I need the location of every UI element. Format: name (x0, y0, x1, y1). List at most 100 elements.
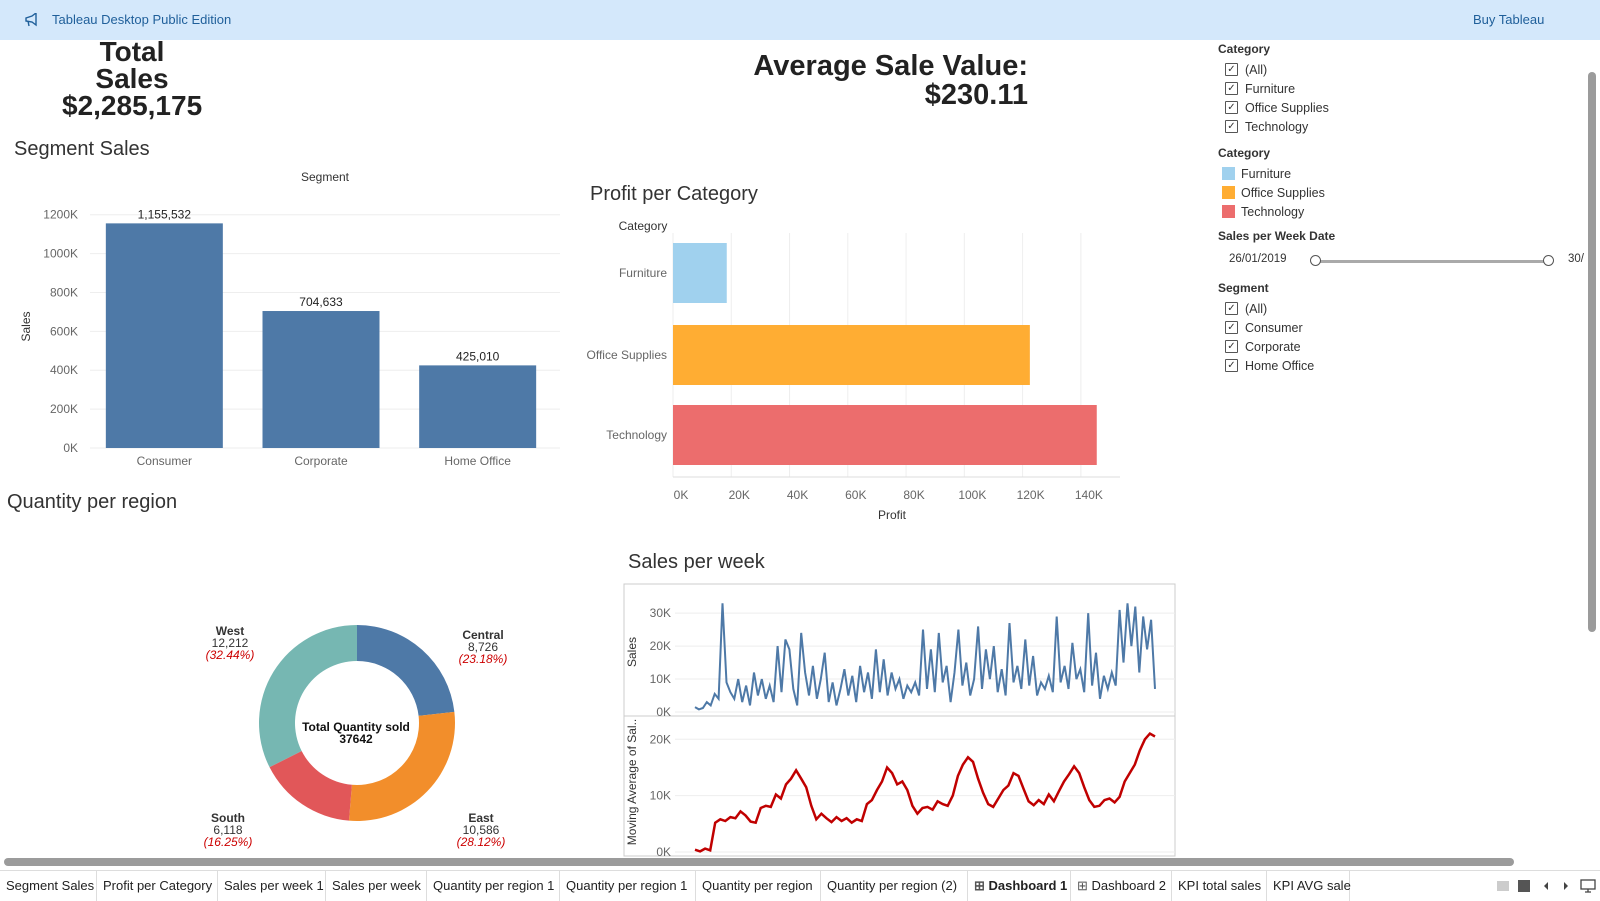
checkbox-icon[interactable]: ✓ (1225, 120, 1238, 133)
x-tick-label: 0K (674, 488, 689, 502)
bar[interactable] (673, 243, 727, 303)
sheet-tab-label: Dashboard 2 (1091, 878, 1166, 893)
sheet-tab[interactable]: Profit per Category (97, 871, 218, 901)
checkbox-icon[interactable]: ✓ (1225, 340, 1238, 353)
donut-slice[interactable] (357, 625, 455, 716)
donut-label-value: 6,118 (213, 823, 243, 837)
legend-swatch (1222, 186, 1235, 199)
segment-checkbox-item[interactable]: ✓ Consumer (1225, 318, 1578, 337)
sheet-tab[interactable]: KPI AVG sale (1267, 871, 1351, 901)
donut-center-title: Total Quantity sold (302, 720, 410, 734)
bar[interactable] (262, 311, 380, 448)
sheet-tab[interactable]: KPI total sales (1172, 871, 1267, 901)
tabs-view-icon[interactable] (1518, 880, 1530, 892)
checkbox-icon[interactable]: ✓ (1225, 302, 1238, 315)
slider-handle-end[interactable] (1543, 255, 1554, 266)
x-tick-label: 140K (1075, 488, 1103, 502)
sheet-tab[interactable]: Quantity per region (696, 871, 821, 901)
series-line[interactable] (694, 603, 1156, 711)
kpi-total-sales-value: $2,285,175 (62, 90, 203, 121)
vertical-scrollbar[interactable] (1588, 72, 1596, 632)
sheet-tab[interactable]: Quantity per region 1 (560, 871, 696, 901)
sheet-tab[interactable]: Quantity per region 1 (427, 871, 560, 901)
dashboard-icon: ⊞ (1077, 878, 1092, 893)
horizontal-scrollbar[interactable] (4, 858, 1514, 866)
sheet-tab[interactable]: Quantity per region (2) (821, 871, 968, 901)
category-checkbox-item[interactable]: ✓ (All) (1225, 60, 1578, 79)
legend-item[interactable]: Technology (1222, 202, 1578, 221)
donut-label-value: 8,726 (467, 640, 499, 654)
dashboard-icon: ⊞ (974, 878, 989, 893)
sheet-tab[interactable]: Sales per week (326, 871, 427, 901)
category-checkbox-item[interactable]: ✓ Office Supplies (1225, 98, 1578, 117)
segment-checkbox-item[interactable]: ✓ (All) (1225, 299, 1578, 318)
x-tick-label: 120K (1017, 488, 1045, 502)
y-tick-label: Technology (606, 428, 667, 442)
checkbox-label: (All) (1245, 62, 1268, 77)
category-checkbox-item[interactable]: ✓ Furniture (1225, 79, 1578, 98)
checkbox-icon[interactable]: ✓ (1225, 101, 1238, 114)
segment-sales-title: Segment Sales (14, 138, 150, 160)
bar[interactable] (673, 325, 1030, 385)
bar[interactable] (673, 405, 1097, 465)
date-filter-title: Sales per Week Date (1218, 229, 1336, 243)
sheet-tab-label: Quantity per region (2) (827, 878, 958, 893)
checkbox-icon[interactable]: ✓ (1225, 359, 1238, 372)
sheet-tab[interactable]: ⊞ Dashboard 2 (1071, 871, 1172, 901)
legend-label: Office Supplies (1241, 185, 1325, 200)
film-strip-icon[interactable] (1497, 881, 1509, 891)
sheet-tab-label: Quantity per region (702, 878, 813, 893)
bar-value-label: 1,155,532 (138, 207, 192, 221)
checkbox-icon[interactable]: ✓ (1225, 63, 1238, 76)
donut-label-name: East (468, 811, 494, 825)
y-tick-label: 0K (656, 845, 671, 857)
quantity-region-donut (259, 625, 455, 821)
segment-checkbox-item[interactable]: ✓ Home Office (1225, 356, 1578, 375)
y-axis-title: Moving Average of Sal.. (625, 719, 639, 846)
presentation-mode-icon[interactable] (1580, 879, 1596, 893)
sheet-tab[interactable]: ⊞ Dashboard 1 (968, 871, 1071, 901)
y-tick-label: Office Supplies (587, 348, 668, 362)
sheet-tab[interactable]: Sales per week 1 (218, 871, 326, 901)
donut-center-value: 37642 (339, 732, 373, 746)
bar[interactable] (105, 223, 223, 448)
bar[interactable] (419, 365, 537, 448)
donut-slice[interactable] (259, 625, 357, 768)
donut-label-value: 12,212 (211, 636, 249, 650)
category-checkbox-item[interactable]: ✓ Technology (1225, 117, 1578, 136)
category-legend-list: Furniture Office Supplies Technology (1218, 164, 1578, 221)
quantity-region-title: Quantity per region (7, 491, 178, 513)
donut-slice[interactable] (269, 750, 352, 821)
profit-category-title: Profit per Category (590, 183, 758, 205)
buy-tableau-link[interactable]: Buy Tableau (1473, 12, 1545, 27)
slider-handle-start[interactable] (1310, 255, 1321, 266)
donut-slice[interactable] (348, 711, 455, 821)
checkbox-icon[interactable]: ✓ (1225, 82, 1238, 95)
date-start: 26/01/2019 (1229, 253, 1287, 265)
legend-item[interactable]: Furniture (1222, 164, 1578, 183)
segment-checkbox-item[interactable]: ✓ Corporate (1225, 337, 1578, 356)
sheet-tab-label: KPI total sales (1178, 878, 1262, 893)
app-title: Tableau Desktop Public Edition (52, 12, 232, 27)
checkbox-label: Corporate (1245, 339, 1301, 354)
donut-center-label: Total Quantity sold 37642 (276, 721, 436, 745)
legend-label: Technology (1241, 204, 1305, 219)
series-line[interactable] (694, 732, 1156, 853)
chart-frame (623, 583, 1176, 857)
x-tick-label: 80K (903, 488, 924, 502)
kpi-average-sale: Average Sale Value: $230.11 (700, 52, 1028, 110)
date-range-slider[interactable]: 26/01/2019 30/ (1218, 243, 1584, 273)
checkbox-icon[interactable]: ✓ (1225, 321, 1238, 334)
previous-sheet-icon[interactable] (1543, 881, 1549, 891)
sheet-tab[interactable]: Segment Sales (0, 871, 97, 901)
slider-track[interactable] (1313, 260, 1549, 263)
y-tick-label: 600K (50, 324, 78, 338)
y-tick-label: 20K (650, 639, 671, 653)
legend-swatch (1222, 167, 1235, 180)
next-sheet-icon[interactable] (1563, 881, 1569, 891)
x-tick-label: 20K (729, 488, 750, 502)
legend-item[interactable]: Office Supplies (1222, 183, 1578, 202)
sheet-tab-label: Quantity per region 1 (433, 878, 555, 893)
y-tick-label: 1000K (43, 247, 78, 261)
donut-label-name: South (211, 811, 245, 825)
